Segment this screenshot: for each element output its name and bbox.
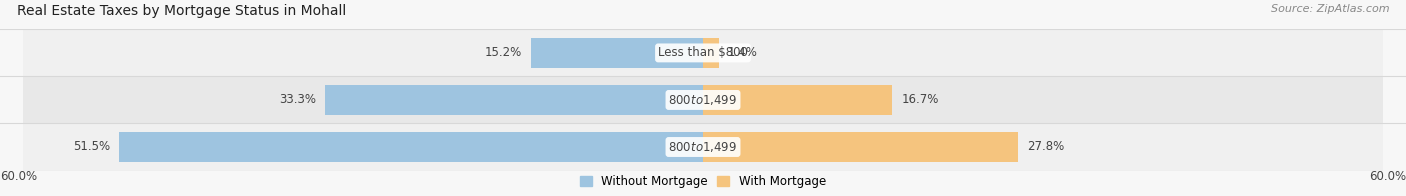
Text: 1.4%: 1.4% xyxy=(728,46,758,59)
Text: 16.7%: 16.7% xyxy=(901,93,939,106)
Text: Source: ZipAtlas.com: Source: ZipAtlas.com xyxy=(1271,4,1389,14)
Text: 60.0%: 60.0% xyxy=(1369,170,1406,183)
Bar xyxy=(530,38,703,67)
Text: 15.2%: 15.2% xyxy=(484,46,522,59)
Bar xyxy=(703,132,1018,162)
Bar xyxy=(325,85,703,114)
Text: $800 to $1,499: $800 to $1,499 xyxy=(668,93,738,107)
Text: 51.5%: 51.5% xyxy=(73,141,110,153)
Bar xyxy=(703,38,718,67)
Bar xyxy=(703,85,893,114)
Text: 27.8%: 27.8% xyxy=(1028,141,1064,153)
Bar xyxy=(22,29,1384,76)
Text: Less than $800: Less than $800 xyxy=(658,46,748,59)
Bar xyxy=(120,132,703,162)
Text: $800 to $1,499: $800 to $1,499 xyxy=(668,140,738,154)
Bar xyxy=(22,76,1384,123)
Legend: Without Mortgage, With Mortgage: Without Mortgage, With Mortgage xyxy=(581,175,825,188)
Text: 60.0%: 60.0% xyxy=(0,170,37,183)
Text: Real Estate Taxes by Mortgage Status in Mohall: Real Estate Taxes by Mortgage Status in … xyxy=(17,4,346,18)
Text: 33.3%: 33.3% xyxy=(280,93,316,106)
Bar xyxy=(22,123,1384,171)
